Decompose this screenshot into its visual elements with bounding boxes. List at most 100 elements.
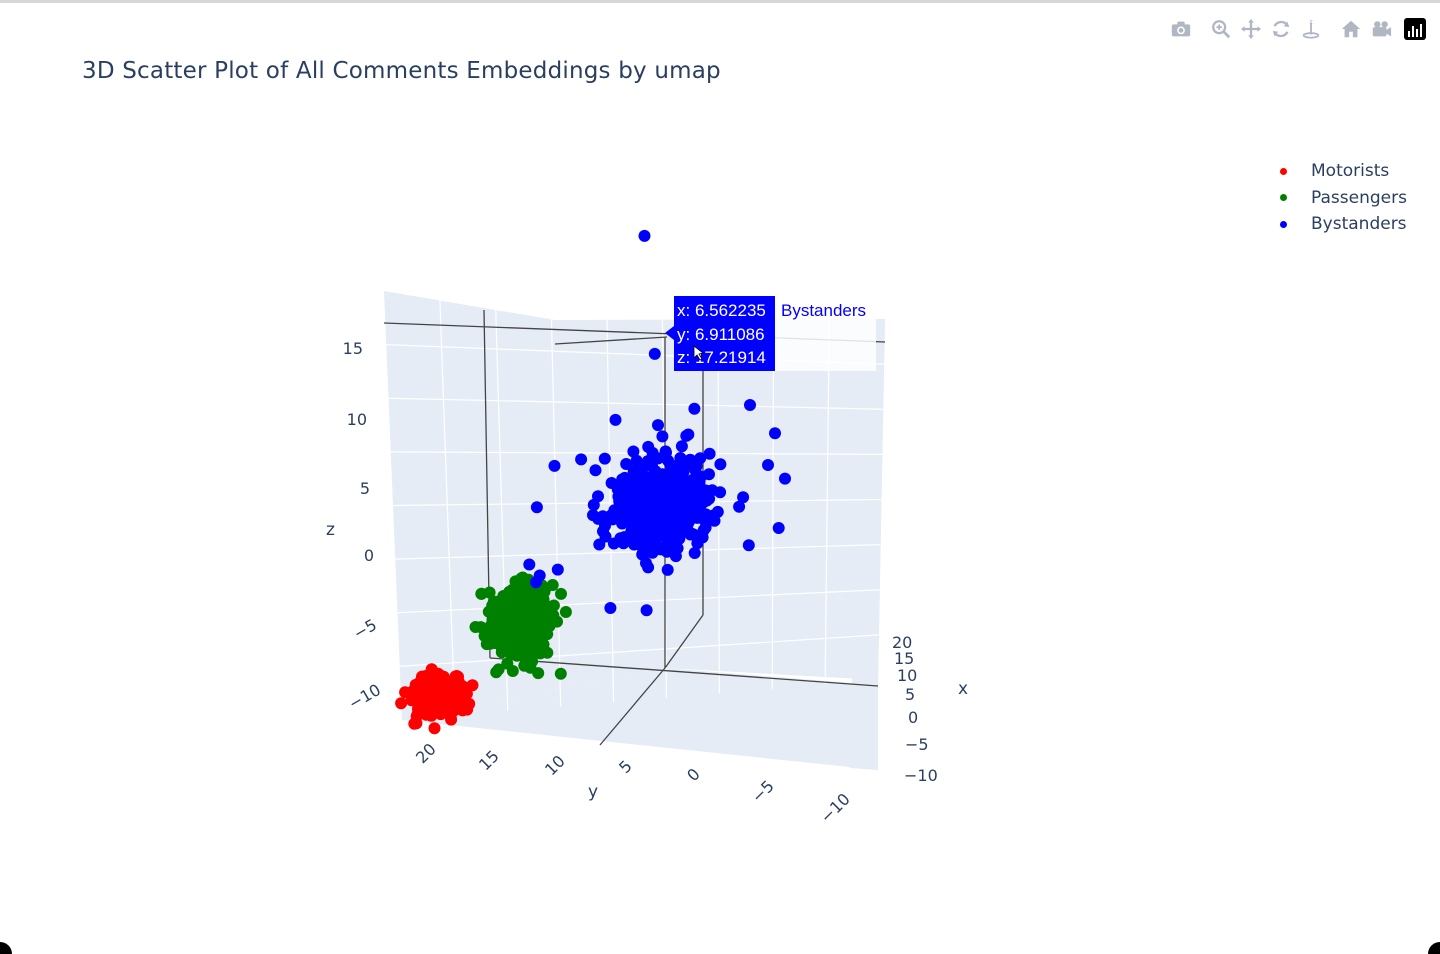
data-point[interactable] xyxy=(699,484,712,497)
data-point[interactable] xyxy=(449,678,462,691)
data-point[interactable] xyxy=(443,700,455,713)
data-point[interactable] xyxy=(511,581,524,594)
data-point[interactable] xyxy=(416,683,429,696)
legend-item-bystanders[interactable]: Bystanders xyxy=(1276,211,1407,238)
data-point[interactable] xyxy=(551,615,563,628)
data-point[interactable] xyxy=(661,538,674,551)
data-point[interactable] xyxy=(646,446,659,459)
data-point[interactable] xyxy=(663,515,676,528)
data-point[interactable] xyxy=(779,472,791,485)
camera-view-icon[interactable] xyxy=(1366,14,1396,44)
data-point[interactable] xyxy=(772,522,785,534)
data-point[interactable] xyxy=(672,486,685,499)
data-point[interactable] xyxy=(690,460,703,472)
legend-item-passengers[interactable]: Passengers xyxy=(1276,185,1407,212)
data-point[interactable] xyxy=(469,621,482,633)
data-point[interactable] xyxy=(551,563,564,576)
data-point[interactable] xyxy=(501,657,514,670)
data-point[interactable] xyxy=(655,500,668,513)
data-point[interactable] xyxy=(490,597,503,610)
data-point[interactable] xyxy=(592,512,605,525)
data-point[interactable] xyxy=(496,618,509,631)
data-point[interactable] xyxy=(703,468,715,481)
data-point[interactable] xyxy=(742,539,755,552)
data-point[interactable] xyxy=(593,538,606,551)
data-point[interactable] xyxy=(641,505,653,518)
data-point[interactable] xyxy=(675,440,688,453)
data-point[interactable] xyxy=(598,452,611,465)
data-point[interactable] xyxy=(650,512,663,525)
data-point[interactable] xyxy=(652,419,664,432)
data-point[interactable] xyxy=(497,590,510,602)
data-point[interactable] xyxy=(680,525,693,538)
data-point[interactable] xyxy=(512,616,525,629)
data-point[interactable] xyxy=(532,616,545,629)
turntable-icon[interactable]: z xyxy=(1296,14,1326,44)
data-point[interactable] xyxy=(700,508,713,521)
data-point[interactable] xyxy=(466,679,479,692)
data-point[interactable] xyxy=(410,710,423,723)
data-point[interactable] xyxy=(672,516,685,529)
data-point[interactable] xyxy=(661,563,674,576)
data-point[interactable] xyxy=(589,464,602,477)
data-point[interactable] xyxy=(656,430,669,443)
data-point[interactable] xyxy=(618,471,631,484)
data-point[interactable] xyxy=(642,561,655,574)
data-point[interactable] xyxy=(737,491,750,504)
data-point[interactable] xyxy=(633,469,645,482)
data-point[interactable] xyxy=(640,604,653,617)
data-point[interactable] xyxy=(478,630,491,642)
data-point[interactable] xyxy=(517,640,530,653)
data-point[interactable] xyxy=(762,459,774,471)
data-point[interactable] xyxy=(607,537,620,550)
legend-item-motorists[interactable]: Motorists xyxy=(1276,158,1407,185)
data-point[interactable] xyxy=(609,413,622,426)
data-point[interactable] xyxy=(519,630,532,643)
data-point[interactable] xyxy=(530,501,543,514)
data-point[interactable] xyxy=(483,586,496,599)
data-point[interactable] xyxy=(587,498,600,511)
home-icon[interactable] xyxy=(1336,14,1366,44)
data-point[interactable] xyxy=(649,465,662,478)
data-point[interactable] xyxy=(690,480,703,493)
data-point[interactable] xyxy=(696,496,709,509)
data-point[interactable] xyxy=(665,475,677,488)
data-point[interactable] xyxy=(428,722,441,735)
data-point[interactable] xyxy=(611,483,624,496)
data-point[interactable] xyxy=(399,686,412,699)
data-point[interactable] xyxy=(522,616,535,629)
data-point[interactable] xyxy=(554,667,567,680)
data-point[interactable] xyxy=(626,506,639,519)
pan-icon[interactable] xyxy=(1236,14,1266,44)
plotly-logo-icon[interactable] xyxy=(1404,18,1426,40)
data-point[interactable] xyxy=(546,579,559,591)
data-point[interactable] xyxy=(669,526,682,539)
data-point[interactable] xyxy=(643,479,656,492)
data-point[interactable] xyxy=(682,480,694,493)
data-point[interactable] xyxy=(733,500,746,513)
data-point[interactable] xyxy=(653,487,666,500)
data-point[interactable] xyxy=(495,646,508,659)
data-point[interactable] xyxy=(627,445,640,458)
data-point[interactable] xyxy=(685,491,698,504)
data-point[interactable] xyxy=(613,507,626,520)
highlighted-data-point[interactable] xyxy=(648,347,661,360)
data-point[interactable] xyxy=(523,558,536,571)
data-point[interactable] xyxy=(494,631,507,644)
data-point[interactable] xyxy=(533,569,546,582)
data-point[interactable] xyxy=(688,402,701,415)
data-point[interactable] xyxy=(445,713,458,726)
data-point[interactable] xyxy=(673,457,686,470)
data-point[interactable] xyxy=(697,524,710,537)
data-point[interactable] xyxy=(541,608,554,621)
data-point[interactable] xyxy=(703,447,716,460)
data-point[interactable] xyxy=(682,428,695,441)
data-point[interactable] xyxy=(634,529,647,542)
data-point[interactable] xyxy=(504,635,516,648)
data-point[interactable] xyxy=(516,571,529,584)
data-point[interactable] xyxy=(490,666,503,679)
data-point[interactable] xyxy=(597,525,609,538)
data-point[interactable] xyxy=(711,505,724,518)
data-point[interactable] xyxy=(423,701,436,714)
